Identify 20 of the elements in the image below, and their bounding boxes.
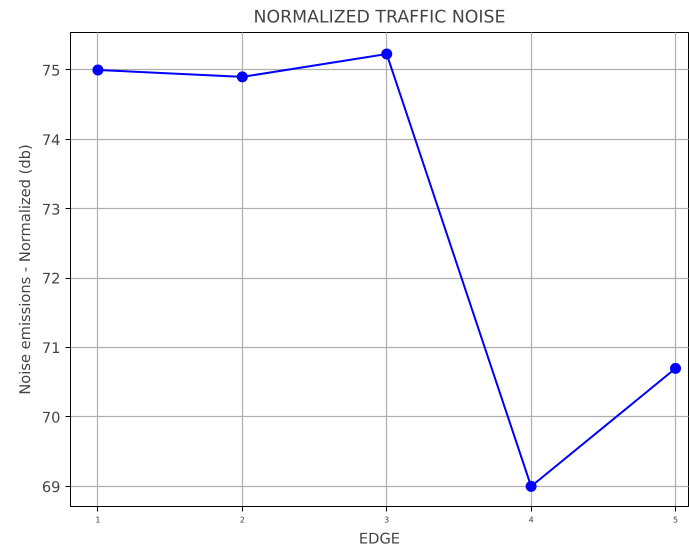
y-axis-title: Noise emissions - Normalized (db): [16, 144, 34, 395]
x-tick-label: 1: [95, 516, 100, 524]
y-tick-label: 70: [42, 409, 61, 426]
x-tick-label: 2: [240, 516, 245, 524]
point: [236, 71, 248, 82]
point: [670, 362, 682, 374]
y-tick-label: 72: [42, 270, 61, 288]
y-tick-label: 69: [42, 478, 61, 496]
chart-title: NORMALIZED TRAFFIC NOISE: [254, 8, 506, 28]
y-tick-label: 75: [42, 62, 61, 80]
x-tick-label: 5: [672, 516, 678, 524]
y-tick-label: 74: [42, 132, 61, 149]
x-tick-label: 3: [384, 516, 390, 524]
point: [526, 480, 537, 492]
y-tick-label: 71: [42, 340, 61, 358]
point: [92, 64, 104, 76]
y-tick-label: 73: [42, 201, 61, 218]
point: [381, 48, 392, 60]
x-axis-title: EDGE: [358, 530, 400, 548]
x-tick-label: 4: [528, 516, 534, 524]
